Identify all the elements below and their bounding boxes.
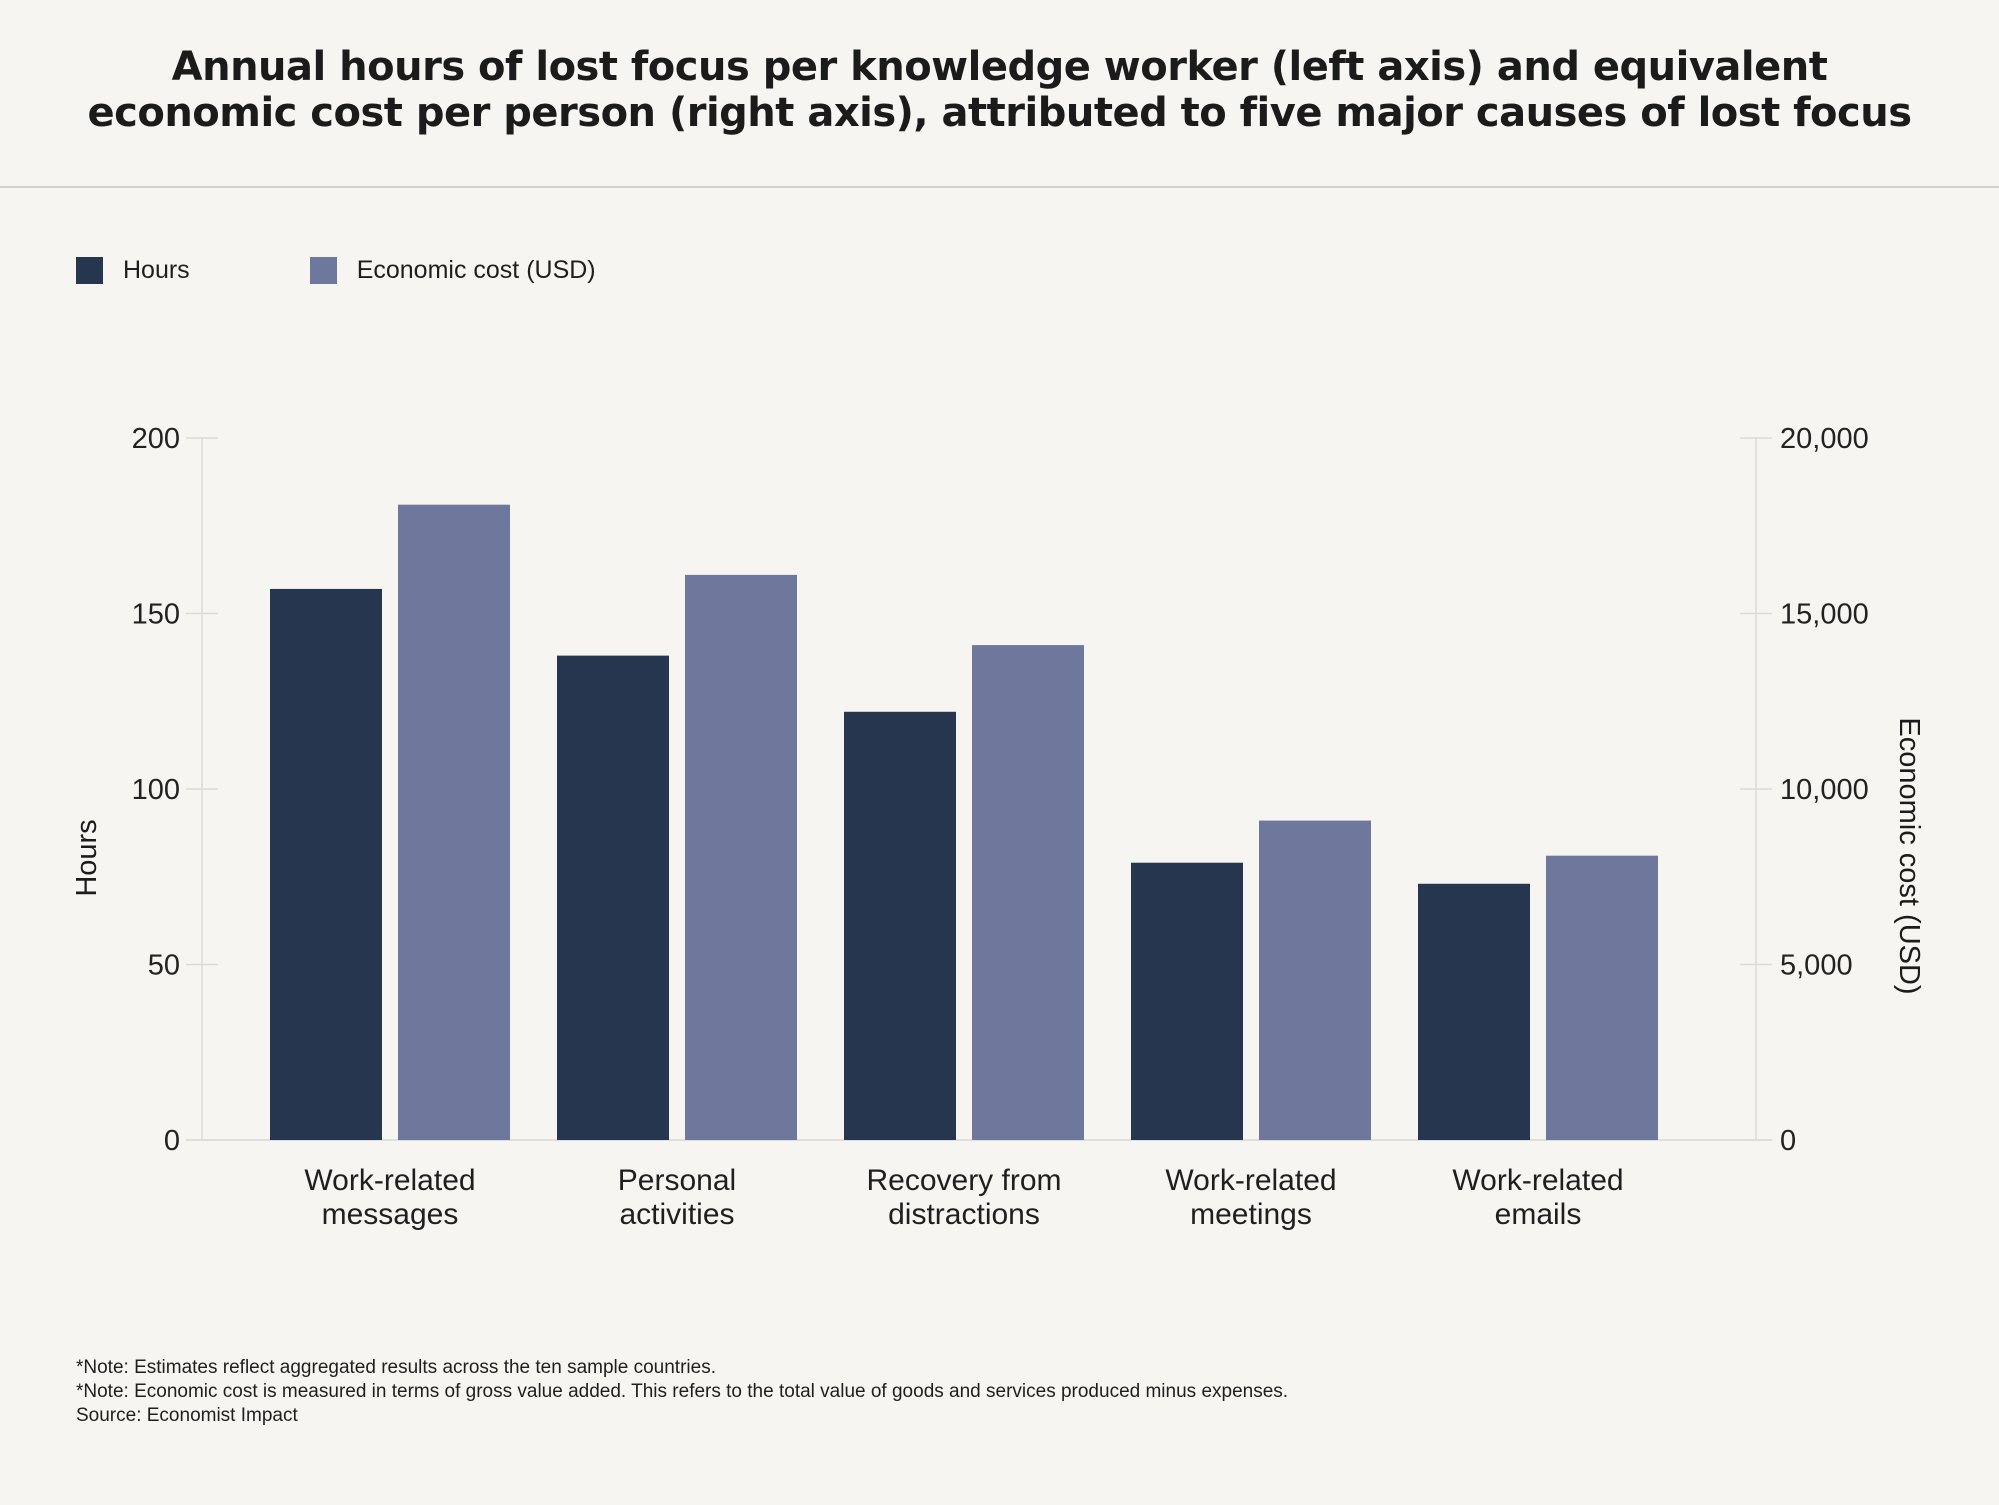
bar-hours [1131, 862, 1243, 1140]
right-tick-label: 15,000 [1780, 599, 1869, 631]
left-axis-title: Hours [71, 819, 103, 896]
category-label: emails [1495, 1198, 1582, 1231]
right-axis-title: Economic cost (USD) [1893, 717, 1925, 994]
right-tick-label: 10,000 [1780, 774, 1869, 806]
legend-label-economic-cost: Economic cost (USD) [356, 255, 596, 284]
category-label: Work-related [1452, 1164, 1623, 1197]
category-label: messages [322, 1198, 459, 1231]
bar-economic-cost [1546, 855, 1658, 1140]
left-tick-label: 0 [164, 1125, 180, 1157]
left-tick-label: 100 [132, 774, 180, 806]
header: Annual hours of lost focus per knowledge… [0, 0, 1999, 188]
left-tick-label: 50 [148, 950, 180, 982]
legend-swatch-hours [76, 256, 103, 284]
note-1: *Note: Estimates reflect aggregated resu… [76, 1357, 716, 1378]
bar-economic-cost [972, 645, 1084, 1140]
chart-title: Annual hours of lost focus per knowledge… [40, 44, 1959, 136]
category-label: Work-related [304, 1164, 475, 1197]
category-label: activities [619, 1198, 734, 1231]
category-label: meetings [1190, 1198, 1312, 1231]
right-tick-label: 20,000 [1780, 423, 1869, 455]
footnotes: *Note: Estimates reflect aggregated resu… [76, 1356, 1288, 1428]
chart-title-line-1: Annual hours of lost focus per knowledge… [171, 44, 1828, 90]
category-label: Recovery from [866, 1164, 1061, 1197]
legend-item-economic-cost: Economic cost (USD) [309, 255, 596, 285]
category-label: Personal [618, 1164, 736, 1197]
legend-item-hours: Hours [76, 256, 190, 285]
source-note: Source: Economist Impact [76, 1405, 298, 1426]
right-tick-label: 5,000 [1780, 950, 1853, 982]
bar-hours [270, 588, 382, 1140]
category-label: distractions [888, 1198, 1040, 1231]
note-2: *Note: Economic cost is measured in term… [76, 1381, 1289, 1402]
legend-label-hours: Hours [123, 255, 190, 284]
category-label: Work-related [1165, 1164, 1336, 1197]
bar-hours [557, 655, 669, 1140]
bar-hours [1418, 883, 1530, 1140]
left-tick-label: 150 [132, 599, 180, 631]
right-tick-label: 0 [1780, 1125, 1796, 1157]
bar-economic-cost [398, 504, 510, 1140]
bar-hours [844, 711, 956, 1140]
legend-swatch-economic-cost [309, 256, 337, 284]
bar-economic-cost [685, 574, 797, 1140]
bar-economic-cost [1259, 820, 1371, 1140]
chart-title-line-2: economic cost per person (right axis), a… [87, 90, 1913, 136]
left-tick-label: 200 [132, 423, 180, 455]
legend: Hours Economic cost (USD) [76, 254, 716, 286]
